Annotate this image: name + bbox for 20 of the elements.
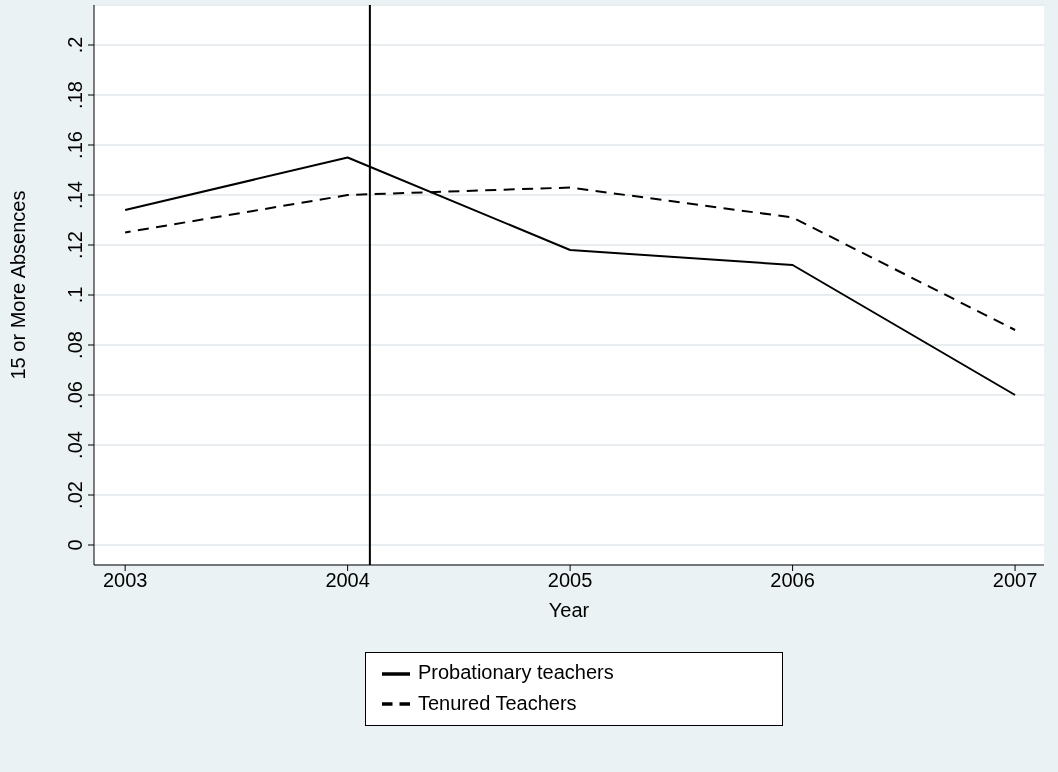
x-tick-label: 2004 [325,569,370,592]
x-tick-label: 2007 [992,569,1038,592]
y-tick-label: 0 [64,539,86,551]
y-tick-label: .06 [64,381,86,409]
y-tick-label: .02 [64,481,86,509]
y-tick-label: .2 [64,36,86,54]
x-tick-label: 2005 [547,569,593,592]
legend-label: Tenured Teachers [418,691,577,714]
y-tick-label: .16 [64,131,86,159]
y-tick-label: .12 [64,231,86,259]
y-axis-title: 15 or More Absences [7,190,30,380]
y-tick-label: .1 [64,286,86,304]
y-tick-label: .08 [64,331,86,359]
y-tick-label: .04 [64,431,86,459]
x-axis-title: Year [548,599,590,621]
x-tick-label: 2006 [770,569,815,592]
legend-label: Probationary teachers [418,661,614,683]
y-tick-label: .14 [64,181,86,209]
x-tick-label: 2003 [102,569,148,592]
y-tick-label: .18 [64,81,86,109]
